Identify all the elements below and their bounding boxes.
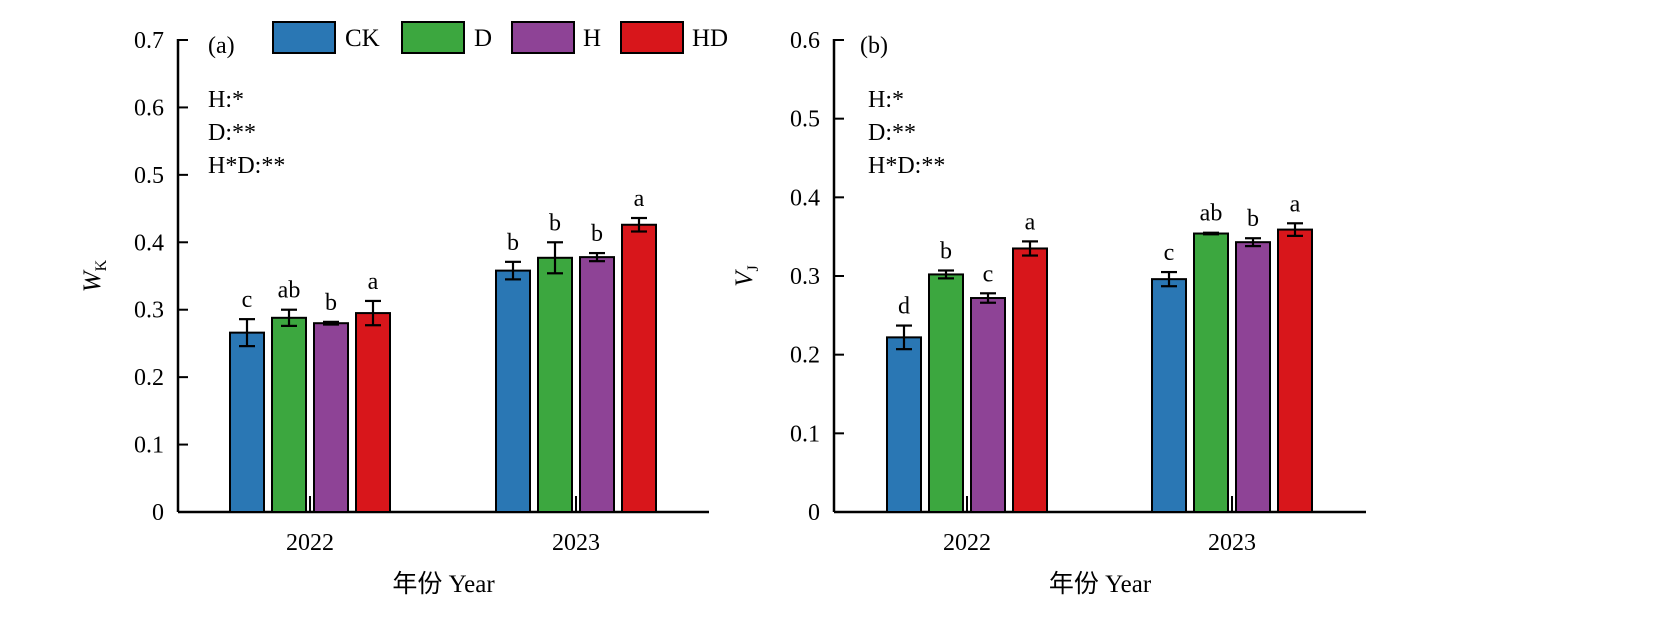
bar-hd-2023 <box>1277 228 1313 513</box>
legend-label-d: D <box>474 25 492 52</box>
y-tick-label: 0.1 <box>134 433 164 459</box>
y-tick-label: 0.7 <box>134 28 164 54</box>
y-tick-label: 0.1 <box>790 421 820 447</box>
x-axis-title: 年份 Year <box>392 570 495 598</box>
legend-swatch-h <box>511 21 575 54</box>
panel-label: (b) <box>860 33 888 59</box>
panel-a-chart: 0 0.1 0.2 0.3 0.4 0.5 0.6 0.7 WK 年份 Year (a) H:* D:*… <box>79 28 709 598</box>
significance-letter: b <box>591 221 603 247</box>
bar-d-2022 <box>928 273 964 513</box>
significance-text: H:* <box>868 87 904 113</box>
panel-label: (a) <box>208 33 235 59</box>
significance-letter: a <box>1290 191 1301 217</box>
legend-swatch-ck <box>272 21 336 54</box>
y-tick-label: 0.4 <box>790 185 820 211</box>
y-tick-label: 0.6 <box>790 28 820 54</box>
legend-label-ck: CK <box>345 25 380 52</box>
significance-text: D:** <box>208 120 256 146</box>
significance-letter: c <box>1164 240 1175 266</box>
y-tick-label: 0 <box>808 500 820 526</box>
panel-b-chart: 0 0.1 0.2 0.3 0.4 0.5 0.6 VJ 年份 Year (b) H:* D:** H*… <box>731 28 1366 598</box>
bar-ck-2022 <box>229 331 265 514</box>
legend-label-h: H <box>583 25 601 52</box>
y-tick-label: 0.3 <box>790 264 820 290</box>
bar-d-2022 <box>271 316 307 514</box>
bar-hd-2022 <box>1012 247 1048 513</box>
y-tick-label: 0.6 <box>134 95 164 121</box>
significance-letter: c <box>983 261 994 287</box>
y-axis-title-main: V <box>731 269 758 287</box>
significance-letter: b <box>1247 206 1259 232</box>
y-tick-label: 0.3 <box>134 298 164 324</box>
significance-letter: b <box>549 210 561 236</box>
y-tick-label: 0.5 <box>790 107 820 133</box>
bar-h-2022 <box>313 322 349 514</box>
bar-h-2022 <box>970 297 1006 513</box>
legend-label-hd: HD <box>692 25 728 52</box>
legend: CK D H HD <box>272 21 728 54</box>
y-axis-title: VJ <box>731 265 762 287</box>
bar-hd-2023 <box>621 223 657 514</box>
bar-d-2023 <box>537 256 573 513</box>
y-tick-label: 0.5 <box>134 163 164 189</box>
significance-letter: ab <box>1200 201 1223 227</box>
x-tick-label: 2023 <box>552 530 600 556</box>
significance-text: H*D:** <box>868 153 945 179</box>
legend-swatch-d <box>401 21 465 54</box>
significance-letter: b <box>940 238 952 264</box>
y-tick-label: 0.2 <box>134 365 164 391</box>
bar-h-2023 <box>579 256 615 513</box>
significance-letter: a <box>634 186 645 212</box>
significance-letter: d <box>898 294 910 320</box>
significance-letter: b <box>507 230 519 256</box>
bar-h-2023 <box>1235 241 1271 513</box>
significance-letter: ab <box>278 278 301 304</box>
x-axis-title: 年份 Year <box>1049 570 1152 598</box>
significance-text: H*D:** <box>208 153 285 179</box>
x-tick-label: 2022 <box>286 530 334 556</box>
bar-ck-2023 <box>1151 278 1187 513</box>
significance-text: H:* <box>208 87 244 113</box>
y-axis-title-main: W <box>79 269 106 292</box>
significance-letter: a <box>1025 209 1036 235</box>
significance-text: D:** <box>868 120 916 146</box>
y-tick-label: 0.2 <box>790 343 820 369</box>
bar-d-2023 <box>1193 232 1229 514</box>
y-axis-title: WK <box>79 259 110 292</box>
bar-ck-2023 <box>495 269 531 513</box>
significance-letter: c <box>242 287 253 313</box>
x-tick-label: 2022 <box>943 530 991 556</box>
x-tick-label: 2023 <box>1208 530 1256 556</box>
legend-swatch-hd <box>620 21 684 54</box>
bar-hd-2022 <box>355 312 391 514</box>
significance-letter: a <box>368 269 379 295</box>
significance-letter: b <box>325 290 337 316</box>
bar-ck-2022 <box>886 336 922 513</box>
y-tick-label: 0 <box>152 500 164 526</box>
y-axis-title-subscript: J <box>745 265 762 271</box>
y-axis-title-subscript: K <box>93 259 110 271</box>
y-tick-label: 0.4 <box>134 230 164 256</box>
